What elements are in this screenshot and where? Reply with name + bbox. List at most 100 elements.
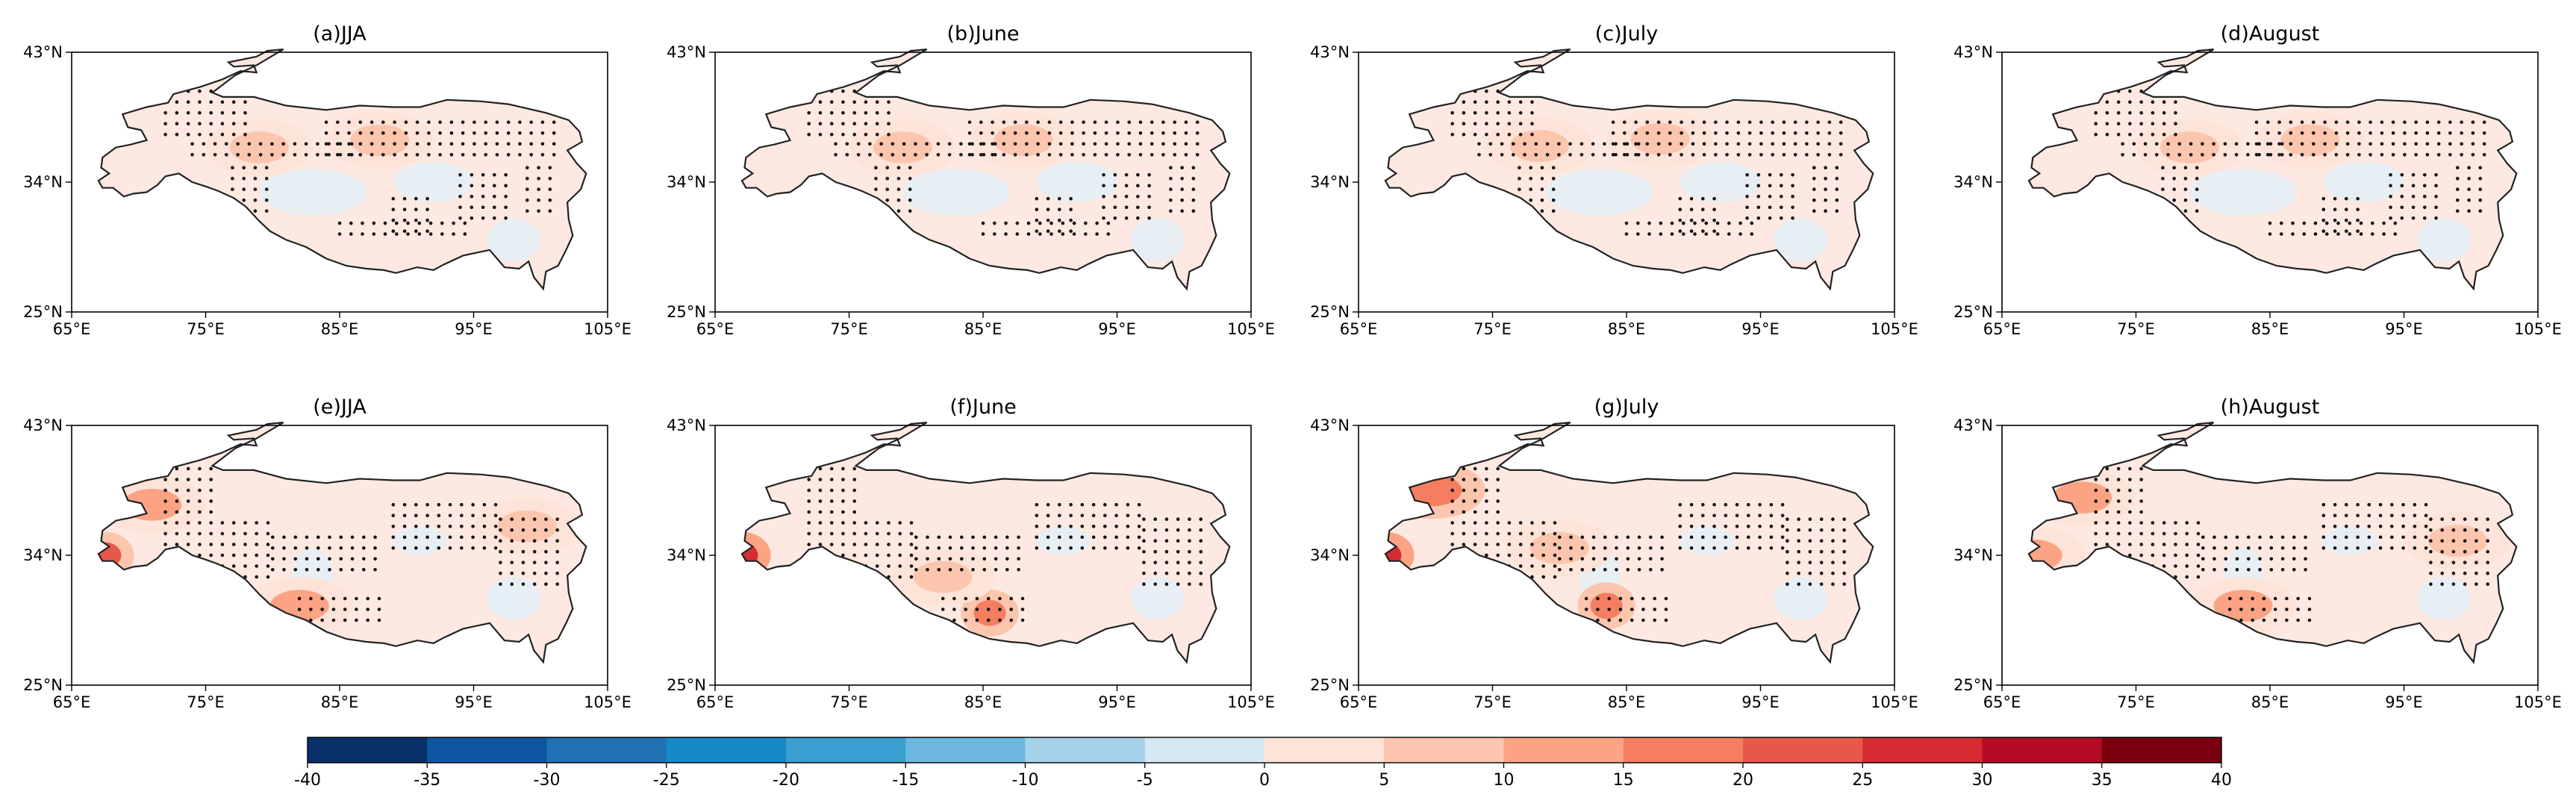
x-tick-label: 105°E (584, 320, 631, 338)
anomaly-hotspot (994, 124, 1053, 157)
colorbar-tick-label: -25 (653, 771, 680, 790)
colorbar-segment (546, 737, 667, 763)
x-tick-label: 65°E (696, 320, 735, 338)
panel-title: (b)June (946, 22, 1019, 46)
colorbar-segment (1144, 737, 1265, 763)
colorbar-tick-label: 40 (2211, 771, 2232, 790)
y-tick-label: 34°N (667, 546, 706, 564)
anomaly-hotspot (2053, 481, 2112, 513)
negative-anomaly (902, 169, 1010, 216)
y-tick-label: 43°N (1310, 43, 1350, 61)
anomaly-hotspot (2028, 539, 2062, 572)
panel-title: (e)JJA (313, 396, 367, 419)
colorbar-segment (1264, 737, 1385, 763)
x-tick-label: 75°E (1473, 693, 1512, 711)
x-tick-label: 85°E (321, 320, 359, 338)
anomaly-hotspot (1630, 122, 1690, 155)
colorbar-segment (1862, 737, 1983, 763)
y-tick-label: 34°N (23, 546, 63, 564)
x-tick-label: 95°E (1098, 320, 1136, 338)
x-tick-label: 65°E (1983, 320, 2021, 338)
negative-anomaly (2323, 526, 2377, 556)
negative-anomaly (393, 526, 447, 556)
colorbar-segment (666, 737, 787, 763)
x-tick-label: 85°E (964, 693, 1002, 711)
panel-title: (c)July (1595, 22, 1658, 46)
colorbar-tick-label: 5 (1379, 771, 1389, 790)
significance-stipple (163, 89, 556, 236)
x-tick-label: 65°E (1340, 693, 1378, 711)
significance-stipple (807, 466, 1203, 622)
colorbar-segment (1025, 737, 1146, 763)
x-tick-label: 65°E (53, 320, 91, 338)
map-panel: (d)August 65°E 75°E 85°E 95°E 105°E 43°N 34°N 25… (1953, 22, 2562, 338)
x-tick-label: 95°E (1741, 693, 1780, 711)
negative-anomaly (393, 161, 474, 203)
plateau-boundary (1384, 422, 1874, 664)
colorbar-segment (1623, 737, 1744, 763)
x-tick-label: 85°E (1608, 693, 1646, 711)
colorbar-segment (308, 737, 428, 763)
negative-anomaly (1774, 218, 1828, 262)
plateau-boundary (740, 49, 1231, 291)
x-tick-label: 75°E (2117, 693, 2155, 711)
colorbar-tick-label: -40 (294, 771, 321, 790)
plateau-boundary (740, 422, 1231, 664)
map-panel: (a)JJA 65°E 75°E 85°E 95°E 105°E 43°N 34°N 25°N (23, 22, 631, 338)
colorbar-tick-label: 25 (1852, 771, 1873, 790)
negative-anomaly (2417, 577, 2471, 620)
colorbar-tick-label: 35 (2092, 771, 2112, 790)
y-tick-label: 34°N (1310, 546, 1350, 564)
anomaly-hotspot (1509, 130, 1569, 162)
anomaly-hotspot (229, 131, 289, 163)
panel-title: (f)June (949, 396, 1016, 419)
x-tick-label: 95°E (455, 693, 493, 711)
anomaly-field (2028, 425, 2517, 663)
x-tick-label: 75°E (830, 320, 868, 338)
y-tick-label: 34°N (667, 173, 706, 191)
negative-anomaly (2417, 218, 2471, 262)
x-tick-label: 95°E (455, 320, 493, 338)
x-tick-label: 65°E (1340, 320, 1378, 338)
negative-anomaly (1680, 526, 1734, 556)
colorbar-segment (2101, 737, 2222, 763)
anomaly-hotspot (2280, 124, 2340, 157)
colorbar-tick-label: 0 (1259, 771, 1270, 790)
negative-anomaly (1546, 169, 1653, 216)
x-tick-label: 65°E (696, 693, 735, 711)
anomaly-hotspot (2427, 525, 2487, 557)
colorbar-tick-label: -30 (534, 771, 561, 790)
y-tick-label: 25°N (667, 676, 706, 694)
x-tick-label: 95°E (1741, 320, 1780, 338)
map-panel: (f)June 65°E 75°E 85°E 95°E 105°E 43°N 34°N 25°N (667, 396, 1275, 711)
y-tick-label: 43°N (667, 43, 706, 61)
negative-anomaly (259, 169, 367, 216)
significance-stipple (1450, 89, 1843, 236)
negative-anomaly (1036, 526, 1091, 556)
anomaly-field (741, 52, 1230, 290)
x-tick-label: 65°E (1983, 693, 2021, 711)
colorbar-segment (1743, 737, 1863, 763)
x-tick-label: 75°E (187, 320, 225, 338)
y-tick-label: 43°N (1953, 416, 1993, 434)
y-tick-label: 43°N (23, 43, 63, 61)
y-tick-label: 34°N (1953, 546, 1993, 564)
colorbar-tick-label: 20 (1733, 771, 1753, 790)
map-panel: (h)August 65°E 75°E 85°E 95°E 105°E 43°N 34°N 25… (1953, 396, 2562, 711)
plateau-boundary (1384, 49, 1874, 291)
anomaly-field (98, 52, 587, 290)
panel-title: (g)July (1594, 396, 1659, 419)
y-tick-label: 25°N (1953, 676, 1993, 694)
plateau-boundary (97, 49, 587, 291)
y-tick-label: 34°N (1953, 173, 1993, 191)
anomaly-hotspot (913, 560, 973, 593)
map-panel: (e)JJA 65°E 75°E 85°E 95°E 105°E 43°N 34°N 25°N (23, 396, 631, 711)
plateau-boundary (2027, 49, 2518, 291)
colorbar-segment (1982, 737, 2103, 763)
y-tick-label: 25°N (667, 303, 706, 321)
colorbar-tick-label: -15 (892, 771, 919, 790)
x-tick-label: 105°E (1871, 320, 1918, 338)
anomaly-hotspot (2159, 131, 2219, 163)
panel-title: (d)August (2221, 22, 2320, 46)
anomaly-hotspot (2213, 590, 2273, 622)
